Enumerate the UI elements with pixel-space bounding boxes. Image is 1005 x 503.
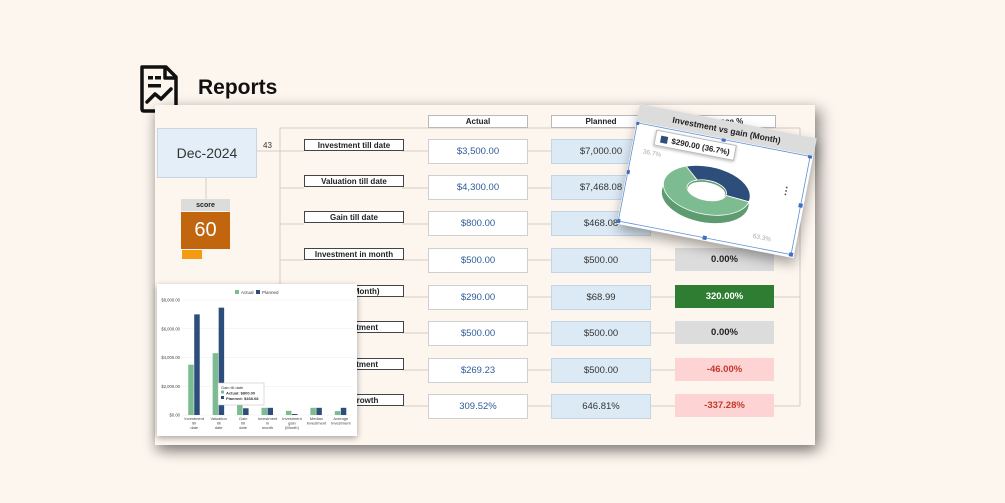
bar-planned — [316, 407, 322, 415]
x-tick-label: Investment — [331, 421, 351, 426]
cell-planned[interactable]: $68.99 — [551, 285, 651, 310]
bar-chart-card[interactable]: Actual Planned $8,000.00 $6,000.00 $4,000.00… — [157, 284, 357, 436]
cell-actual[interactable]: 309.52% — [428, 394, 528, 419]
bar-chart: Actual Planned $8,000.00 $6,000.00 $4,000.00… — [161, 290, 353, 430]
bar-planned — [218, 307, 225, 415]
bar-actual — [310, 407, 316, 415]
bar-actual — [334, 411, 341, 415]
y-tick-label: $6,000.00 — [161, 326, 180, 331]
cell-planned[interactable]: $500.00 — [551, 248, 651, 273]
gain-swatch — [660, 135, 669, 144]
cell-actual[interactable]: $500.00 — [428, 321, 528, 346]
x-tick-label: Investment — [307, 421, 327, 426]
y-tick-label: $4,000.00 — [161, 355, 180, 360]
bar-actual — [237, 403, 243, 415]
donut-hole — [687, 181, 726, 201]
legend-swatch — [235, 290, 239, 294]
x-tick-label: Investment — [282, 416, 302, 421]
row-label-valuation-till-date: Valuation till date — [304, 175, 404, 187]
donut-label-left: 36.7% — [642, 148, 662, 158]
x-tick-label: Investment — [184, 416, 204, 421]
bar-actual — [188, 364, 194, 415]
x-tick-label: date — [215, 425, 224, 430]
bar-planned — [194, 314, 200, 415]
cell-variance[interactable]: 0.00% — [675, 248, 774, 271]
cell-actual[interactable]: $269.23 — [428, 358, 528, 383]
resize-handle — [616, 218, 621, 224]
x-tick-label: in — [266, 421, 269, 426]
score-progress-bar — [182, 250, 202, 259]
legend-swatch — [256, 290, 260, 294]
resize-handle — [625, 169, 631, 175]
page-title: Reports — [198, 76, 278, 99]
x-tick-label: gain — [288, 421, 296, 426]
x-tick-label: Median — [310, 416, 323, 421]
resize-handle — [702, 235, 708, 241]
cell-variance[interactable]: 320.00% — [675, 285, 774, 308]
y-tick-label: $0.00 — [170, 413, 181, 418]
resize-handle — [788, 252, 794, 257]
score-label: score — [181, 199, 230, 211]
donut-chart: 36.7% 63.3% — [616, 121, 813, 257]
cell-planned[interactable]: $500.00 — [551, 358, 651, 383]
cell-variance[interactable]: -46.00% — [675, 358, 774, 381]
x-tick-label: Valuation — [210, 416, 226, 421]
tooltip-line: Gain till date — [221, 385, 244, 390]
resize-handle — [807, 154, 813, 159]
x-tick-label: date — [190, 425, 199, 430]
y-tick-label: $2,000.00 — [161, 384, 180, 389]
bar-actual — [285, 410, 292, 415]
more-options-icon — [785, 186, 788, 189]
x-tick-label: Average — [333, 416, 349, 421]
tooltip-box — [217, 382, 265, 406]
column-header-planned: Planned — [551, 115, 651, 128]
x-tick-label: Gain — [239, 416, 247, 421]
row-label-investment-till-date: Investment till date — [304, 139, 404, 151]
x-tick-label: Investment — [258, 416, 278, 421]
legend-label: Planned — [262, 290, 279, 295]
x-tick-label: till — [217, 421, 221, 426]
tooltip-line: Actual: $800.00 — [226, 391, 256, 396]
x-tick-label: month — [262, 425, 273, 430]
cell-actual[interactable]: $500.00 — [428, 248, 528, 273]
bar-planned — [291, 414, 298, 415]
more-options-icon — [784, 193, 787, 196]
cell-variance[interactable]: 0.00% — [675, 321, 774, 344]
bar-actual — [212, 353, 219, 415]
y-tick-label: $8,000.00 — [161, 298, 180, 303]
legend-label: Actual — [241, 290, 254, 295]
score-value: 60 — [181, 212, 230, 249]
bar-planned — [243, 408, 249, 415]
cell-actual[interactable]: $4,300.00 — [428, 175, 528, 200]
more-options-icon — [785, 190, 787, 192]
cell-actual[interactable]: $3,500.00 — [428, 139, 528, 164]
donut-chart-card[interactable]: Investment vs gain (Month) 36.7% 63.3% $2… — [616, 104, 817, 259]
row-label-investment-in-month: Investment in month — [304, 248, 404, 260]
tooltip-swatch — [221, 390, 224, 394]
cell-variance[interactable]: -337.28% — [675, 394, 774, 417]
donut-label-right: 63.3% — [752, 233, 772, 243]
cell-actual[interactable]: $800.00 — [428, 211, 528, 236]
cell-planned[interactable]: $500.00 — [551, 321, 651, 346]
donut-slice-gain — [685, 164, 751, 203]
bar-planned — [340, 407, 347, 415]
month-selector[interactable]: Dec-2024 — [157, 128, 257, 178]
bar-planned — [267, 407, 273, 415]
resize-handle — [798, 203, 803, 208]
resize-handle — [635, 121, 640, 126]
x-tick-label: (Month) — [285, 425, 299, 430]
x-tick-label: till — [192, 421, 196, 426]
tooltip-line: Planned: $468.08 — [226, 396, 259, 401]
column-header-actual: Actual — [428, 115, 528, 128]
bar-actual — [261, 407, 267, 415]
row-label-gain-till-date: Gain till date — [304, 211, 404, 223]
tooltip-swatch — [221, 396, 224, 399]
x-tick-label: date — [239, 425, 248, 430]
cell-actual[interactable]: $290.00 — [428, 285, 528, 310]
month-count: 43 — [263, 141, 272, 150]
cell-planned[interactable]: 646.81% — [551, 394, 651, 419]
resize-handle — [721, 137, 727, 142]
x-tick-label: till — [241, 421, 245, 426]
